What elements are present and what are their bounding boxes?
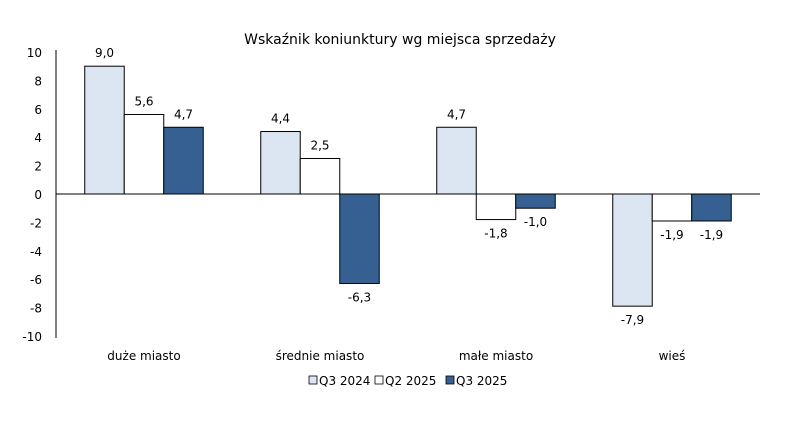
y-tick-label: 0 bbox=[34, 188, 42, 202]
data-label: 4,7 bbox=[174, 107, 193, 121]
bar-q3-2024 bbox=[436, 126, 477, 195]
x-category-label: duże miasto bbox=[107, 349, 180, 363]
data-label: 4,4 bbox=[271, 112, 290, 126]
bar-q2-2025 bbox=[299, 158, 341, 195]
bar-q3-2025 bbox=[515, 193, 556, 209]
data-label: -1,9 bbox=[660, 228, 683, 242]
data-label: -1,9 bbox=[700, 228, 723, 242]
y-tick-label: 10 bbox=[27, 46, 42, 60]
legend-label: Q3 2024 bbox=[319, 374, 370, 388]
x-category-label: małe miasto bbox=[459, 349, 533, 363]
data-label: 2,5 bbox=[310, 139, 329, 153]
y-tick-label: -2 bbox=[30, 216, 42, 230]
x-category-label: średnie miasto bbox=[276, 349, 365, 363]
bar-q3-2025 bbox=[339, 193, 380, 284]
legend-label: Q3 2025 bbox=[456, 374, 507, 388]
y-tick-label: 6 bbox=[34, 103, 42, 117]
data-label: -1,0 bbox=[524, 215, 547, 229]
legend-swatch bbox=[445, 375, 455, 385]
y-tick-label: -10 bbox=[22, 330, 42, 344]
data-label: -6,3 bbox=[348, 290, 371, 304]
chart-title: Wskaźnik koniunktury wg miejsca sprzedaż… bbox=[244, 32, 556, 48]
y-tick-label: -6 bbox=[30, 273, 42, 287]
legend-swatch bbox=[374, 375, 384, 385]
data-label: 9,0 bbox=[95, 46, 114, 60]
legend-label: Q2 2025 bbox=[385, 374, 436, 388]
data-label: 4,7 bbox=[447, 107, 466, 121]
bar-q2-2025 bbox=[123, 113, 165, 195]
bar-q3-2025 bbox=[163, 126, 204, 195]
y-tick-label: -4 bbox=[30, 245, 42, 259]
bar-q3-2024 bbox=[612, 193, 653, 307]
bar-q3-2024 bbox=[84, 65, 125, 195]
y-tick-label: 2 bbox=[34, 160, 42, 174]
data-label: -1,8 bbox=[484, 227, 507, 241]
y-tick-label: 4 bbox=[34, 131, 42, 145]
bar-q2-2025 bbox=[651, 193, 693, 222]
y-tick-label: 8 bbox=[34, 74, 42, 88]
y-tick-label: -8 bbox=[30, 302, 42, 316]
bar-q3-2024 bbox=[260, 131, 301, 195]
legend-swatch bbox=[308, 375, 318, 385]
data-label: -7,9 bbox=[621, 313, 644, 327]
data-label: 5,6 bbox=[134, 94, 153, 108]
bar-q3-2025 bbox=[691, 193, 732, 222]
bar-q2-2025 bbox=[475, 193, 517, 221]
x-category-label: wieś bbox=[659, 349, 686, 363]
